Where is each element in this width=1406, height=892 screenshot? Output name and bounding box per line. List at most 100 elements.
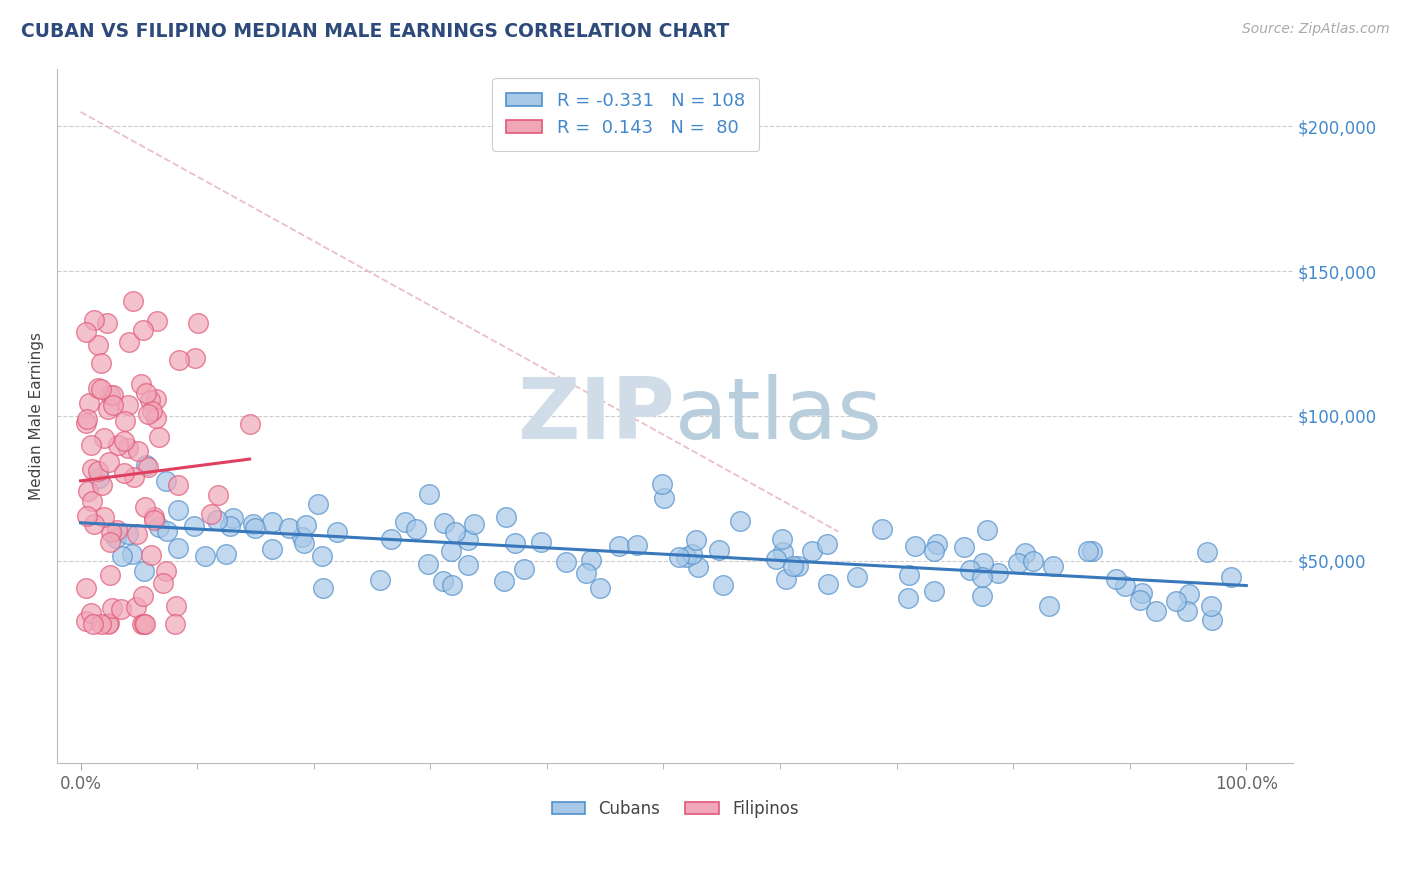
Point	[219, 519, 242, 533]
Point	[1042, 559, 1064, 574]
Point	[607, 539, 630, 553]
Point	[800, 544, 823, 558]
Point	[187, 317, 209, 331]
Point	[82, 617, 104, 632]
Point	[652, 491, 675, 505]
Point	[711, 578, 734, 592]
Point	[987, 566, 1010, 581]
Point	[165, 617, 187, 632]
Point	[87, 338, 110, 352]
Point	[87, 471, 110, 485]
Point	[75, 325, 97, 339]
Point	[194, 549, 217, 563]
Point	[114, 414, 136, 428]
Point	[972, 589, 994, 603]
Point	[326, 524, 349, 539]
Point	[651, 476, 673, 491]
Point	[122, 470, 145, 484]
Point	[166, 477, 188, 491]
Point	[463, 516, 485, 531]
Point	[82, 461, 104, 475]
Point	[262, 542, 284, 557]
Point	[418, 487, 440, 501]
Point	[513, 562, 536, 576]
Point	[959, 563, 981, 577]
Point	[145, 411, 167, 425]
Point	[167, 541, 190, 556]
Point	[707, 542, 730, 557]
Point	[1038, 599, 1060, 613]
Point	[135, 458, 157, 472]
Point	[76, 508, 98, 523]
Point	[970, 570, 993, 584]
Point	[307, 497, 329, 511]
Point	[380, 532, 402, 546]
Point	[155, 474, 177, 488]
Point	[134, 500, 156, 515]
Point	[1077, 543, 1099, 558]
Point	[1166, 593, 1188, 607]
Point	[143, 509, 166, 524]
Text: Source: ZipAtlas.com: Source: ZipAtlas.com	[1241, 22, 1389, 37]
Point	[155, 564, 177, 578]
Y-axis label: Median Male Earnings: Median Male Earnings	[30, 332, 44, 500]
Point	[904, 539, 927, 553]
Point	[148, 520, 170, 534]
Point	[626, 537, 648, 551]
Point	[105, 523, 128, 537]
Point	[91, 477, 114, 491]
Point	[77, 396, 100, 410]
Text: CUBAN VS FILIPINO MEDIAN MALE EARNINGS CORRELATION CHART: CUBAN VS FILIPINO MEDIAN MALE EARNINGS C…	[21, 22, 730, 41]
Point	[579, 553, 602, 567]
Point	[132, 323, 155, 337]
Point	[311, 581, 333, 595]
Point	[125, 527, 148, 541]
Point	[1175, 604, 1198, 618]
Point	[112, 466, 135, 480]
Point	[117, 441, 139, 455]
Point	[131, 617, 153, 632]
Point	[1144, 604, 1167, 618]
Point	[1014, 546, 1036, 560]
Point	[1130, 586, 1153, 600]
Point	[104, 531, 127, 545]
Point	[127, 444, 149, 458]
Point	[80, 606, 103, 620]
Point	[575, 566, 598, 581]
Point	[183, 518, 205, 533]
Point	[132, 589, 155, 603]
Point	[138, 407, 160, 421]
Point	[589, 581, 612, 595]
Point	[492, 574, 515, 589]
Point	[75, 582, 97, 596]
Point	[765, 551, 787, 566]
Point	[1220, 570, 1243, 584]
Point	[184, 351, 207, 365]
Point	[122, 294, 145, 309]
Point	[972, 556, 994, 570]
Point	[205, 513, 228, 527]
Point	[141, 403, 163, 417]
Point	[405, 522, 427, 536]
Point	[554, 555, 576, 569]
Point	[444, 524, 467, 539]
Point	[90, 617, 112, 632]
Point	[97, 615, 120, 630]
Point	[134, 617, 156, 632]
Point	[418, 557, 440, 571]
Point	[200, 507, 222, 521]
Point	[1201, 613, 1223, 627]
Point	[681, 548, 703, 562]
Text: atlas: atlas	[675, 375, 883, 458]
Point	[134, 617, 156, 632]
Point	[139, 548, 162, 562]
Point	[100, 535, 122, 549]
Point	[93, 509, 115, 524]
Point	[775, 572, 797, 586]
Point	[278, 521, 301, 535]
Point	[922, 544, 945, 558]
Point	[82, 493, 104, 508]
Point	[107, 437, 129, 451]
Point	[98, 567, 121, 582]
Point	[457, 533, 479, 548]
